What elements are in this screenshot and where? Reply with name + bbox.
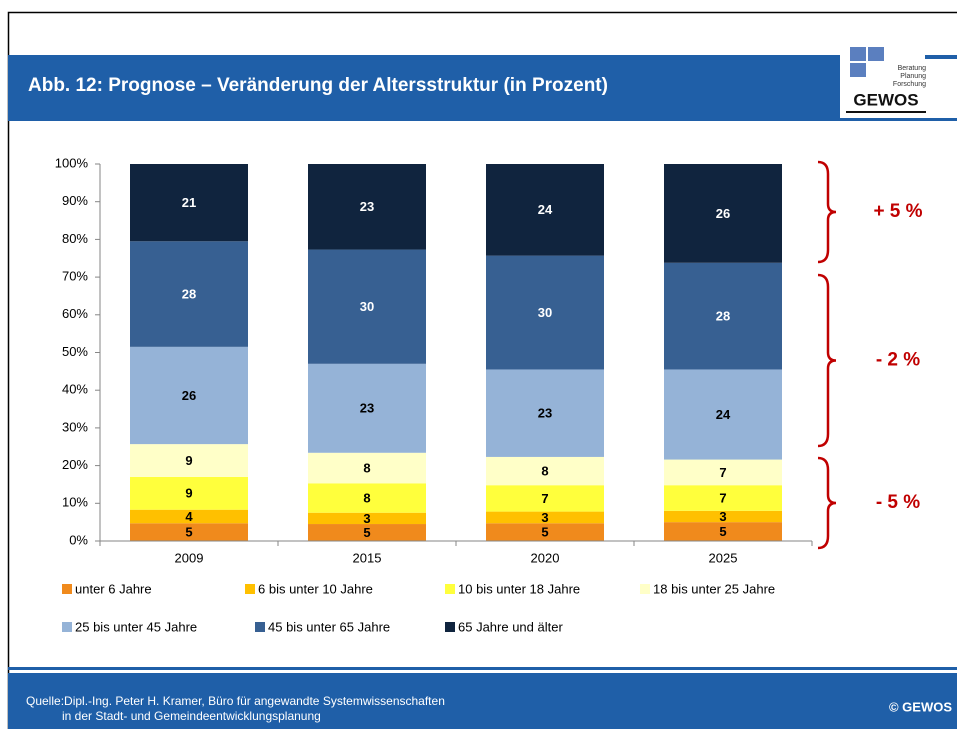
y-tick-label: 0% xyxy=(69,532,88,547)
x-tick-label: 2020 xyxy=(531,550,560,565)
data-label: 26 xyxy=(182,388,196,403)
data-label: 9 xyxy=(185,486,192,501)
data-label: 8 xyxy=(363,460,370,475)
data-label: 24 xyxy=(716,407,731,422)
x-tick-label: 2009 xyxy=(175,550,204,565)
source: Quelle:Dipl.-Ing. Peter H. Kramer, Büro … xyxy=(26,694,445,708)
x-tick-label: 2015 xyxy=(353,550,382,565)
data-label: 3 xyxy=(719,509,726,524)
legend-swatch xyxy=(255,622,265,632)
data-label: 23 xyxy=(538,406,552,421)
legend-swatch xyxy=(445,622,455,632)
legend-swatch xyxy=(62,584,72,594)
annotation: + 5 % xyxy=(873,201,922,222)
legend-label: unter 6 Jahre xyxy=(75,581,152,596)
annotation: - 2 % xyxy=(876,350,920,371)
y-tick-label: 30% xyxy=(62,419,88,434)
data-label: 3 xyxy=(363,511,370,526)
data-label: 28 xyxy=(182,287,196,302)
footer-line xyxy=(8,667,957,670)
data-label: 30 xyxy=(360,299,374,314)
data-label: 7 xyxy=(719,465,726,480)
data-label: 28 xyxy=(716,309,730,324)
legend-swatch xyxy=(62,622,72,632)
y-tick-label: 80% xyxy=(62,231,88,246)
logo-text: Beratung xyxy=(898,65,927,72)
logo-square xyxy=(850,63,866,77)
legend-swatch xyxy=(640,584,650,594)
logo-square xyxy=(868,47,884,61)
header-line xyxy=(925,55,957,59)
data-label: 7 xyxy=(719,490,726,505)
y-tick-label: 100% xyxy=(55,155,89,170)
y-tick-label: 50% xyxy=(62,344,88,359)
legend-label: 45 bis unter 65 Jahre xyxy=(268,619,390,634)
y-tick-label: 10% xyxy=(62,495,88,510)
data-label: 3 xyxy=(541,510,548,525)
data-label: 4 xyxy=(185,509,193,524)
y-tick-label: 90% xyxy=(62,193,88,208)
legend-label: 25 bis unter 45 Jahre xyxy=(75,619,197,634)
data-label: 24 xyxy=(538,202,553,217)
data-label: 26 xyxy=(716,206,730,221)
x-tick-label: 2025 xyxy=(709,550,738,565)
y-tick-label: 40% xyxy=(62,382,88,397)
data-label: 5 xyxy=(185,525,192,540)
logo-name: GEWOS xyxy=(853,90,918,109)
data-label: 5 xyxy=(541,525,548,540)
data-label: 5 xyxy=(363,525,370,540)
annotation: - 5 % xyxy=(876,492,920,513)
legend-swatch xyxy=(245,584,255,594)
y-tick-label: 20% xyxy=(62,457,88,472)
data-label: 30 xyxy=(538,305,552,320)
source: in der Stadt- und Gemeindeentwicklungspl… xyxy=(62,709,321,723)
copyright: © GEWOS xyxy=(889,699,952,714)
header-line xyxy=(8,118,957,121)
logo-square xyxy=(850,47,866,61)
legend-label: 6 bis unter 10 Jahre xyxy=(258,581,373,596)
legend-swatch xyxy=(445,584,455,594)
legend-label: 18 bis unter 25 Jahre xyxy=(653,581,775,596)
title: Abb. 12: Prognose – Veränderung der Alte… xyxy=(28,75,608,96)
logo-underline xyxy=(846,111,926,113)
logo-text: Forschung xyxy=(893,81,926,88)
legend-label: 10 bis unter 18 Jahre xyxy=(458,581,580,596)
data-label: 5 xyxy=(719,524,726,539)
data-label: 7 xyxy=(541,491,548,506)
legend-label: 65 Jahre und älter xyxy=(458,619,563,634)
y-tick-label: 70% xyxy=(62,269,88,284)
data-label: 21 xyxy=(182,195,196,210)
data-label: 8 xyxy=(363,490,370,505)
data-label: 23 xyxy=(360,401,374,416)
y-tick-label: 60% xyxy=(62,306,88,321)
data-label: 8 xyxy=(541,464,548,479)
logo-text: Planung xyxy=(900,73,926,80)
data-label: 9 xyxy=(185,453,192,468)
data-label: 23 xyxy=(360,199,374,214)
